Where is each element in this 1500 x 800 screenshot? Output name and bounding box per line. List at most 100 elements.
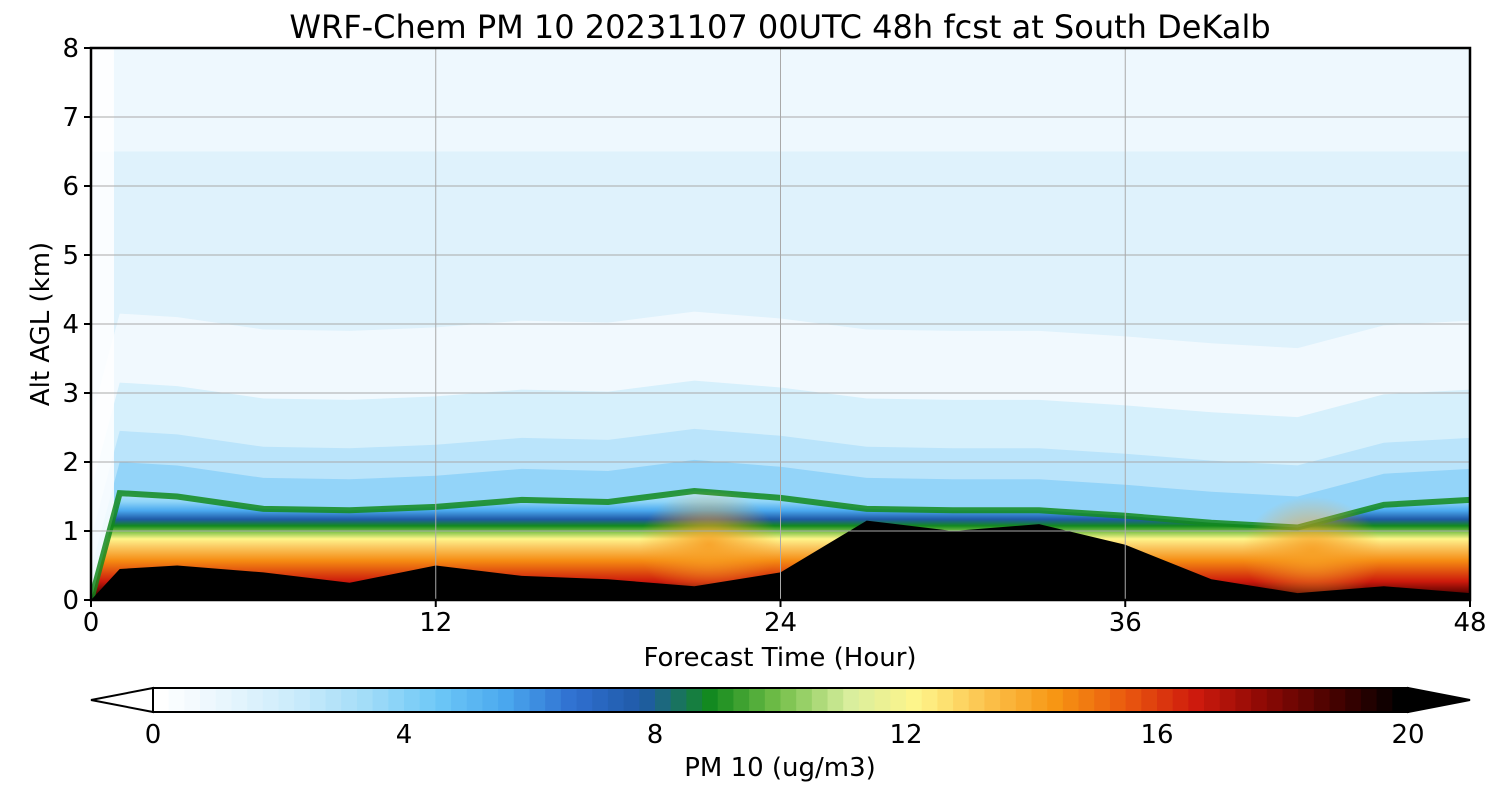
colorbar-segment	[1376, 688, 1393, 712]
colorbar-segment	[404, 688, 421, 712]
colorbar-segment	[1266, 688, 1284, 712]
colorbar-segment	[1329, 688, 1346, 712]
x-axis: 0 12 24 36 48	[83, 600, 1487, 638]
y-tick-label: 1	[62, 517, 79, 547]
colorbar-segment	[1109, 688, 1127, 712]
colorbar-extend-min	[90, 686, 154, 714]
colorbar-segment	[1157, 688, 1174, 712]
colorbar-segment	[1392, 688, 1409, 712]
x-tick-label: 0	[83, 608, 100, 638]
colorbar-segment	[247, 688, 264, 712]
colorbar-segment	[388, 688, 405, 712]
y-tick-label: 7	[62, 103, 79, 133]
colorbar-frame	[152, 687, 1409, 713]
colorbar-segment	[906, 688, 923, 712]
colorbar-segment	[200, 688, 217, 712]
colorbar-segment	[1062, 688, 1080, 712]
colorbar-segment	[1219, 688, 1237, 712]
y-tick-label: 6	[62, 172, 79, 202]
colorbar-segment	[1204, 688, 1221, 712]
y-tick-label: 8	[62, 34, 79, 64]
colorbar-segment	[451, 688, 468, 712]
colorbar-segment	[1094, 688, 1111, 712]
colorbar-segment	[1251, 688, 1268, 712]
colorbar-segment	[1298, 688, 1315, 712]
colorbar-segment	[372, 688, 389, 712]
colorbar-segment	[953, 688, 970, 712]
colorbar-segment	[1188, 688, 1205, 712]
colorbar-segment	[435, 688, 452, 712]
colorbar-segment	[1313, 688, 1331, 712]
colorbar-tick-label: 4	[396, 720, 413, 750]
colorbar-segment	[1125, 688, 1142, 712]
colorbar-segment	[419, 688, 436, 712]
colorbar-segment	[153, 688, 170, 712]
colorbar-segment	[968, 688, 986, 712]
colorbar-segment	[294, 688, 311, 712]
colorbar-segment	[623, 688, 640, 712]
colorbar-segment	[1172, 688, 1189, 712]
y-axis: 0 1 2 3 4 5 6 7 8	[62, 34, 91, 616]
colorbar-segment	[184, 688, 201, 712]
colorbar-segment	[639, 688, 656, 712]
colorbar-segment	[560, 688, 578, 712]
colorbar-tick-label: 0	[145, 720, 162, 750]
colorbar-segment	[482, 688, 499, 712]
hotspots	[638, 489, 1382, 600]
y-axis-label: Alt AGL (km)	[26, 242, 56, 406]
colorbar-tick-label: 16	[1140, 720, 1173, 750]
colorbar-segment	[1000, 688, 1017, 712]
colorbar	[153, 688, 1409, 712]
x-tick-label: 48	[1453, 608, 1486, 638]
chart-title: WRF-Chem PM 10 20231107 00UTC 48h fcst a…	[289, 8, 1270, 46]
colorbar-segment	[498, 688, 515, 712]
x-axis-label: Forecast Time (Hour)	[643, 643, 916, 673]
colorbar-segment	[356, 688, 374, 712]
colorbar-segment	[529, 688, 546, 712]
colorbar-segment	[655, 688, 672, 712]
colorbar-segment	[1031, 688, 1048, 712]
colorbar-segment	[592, 688, 609, 712]
colorbar-segment	[576, 688, 593, 712]
colorbar-segment	[686, 688, 703, 712]
y-tick-label: 4	[62, 310, 79, 340]
colorbar-segment	[1141, 688, 1158, 712]
x-tick-label: 36	[1109, 608, 1142, 638]
colorbar-segment	[1047, 688, 1064, 712]
colorbar-segment	[231, 688, 248, 712]
colorbar-segment	[1360, 688, 1378, 712]
colorbar-ticks: 0 4 8 12 16 20	[145, 720, 1425, 750]
boundary-layer-edge	[91, 487, 1470, 600]
colorbar-segment	[780, 688, 797, 712]
hotspot-1	[1242, 496, 1382, 600]
y-tick-label: 5	[62, 241, 79, 271]
colorbar-segment	[670, 688, 687, 712]
colorbar-segment	[749, 688, 766, 712]
colorbar-segment	[717, 688, 735, 712]
colorbar-segment	[874, 688, 891, 712]
y-tick-label: 0	[62, 586, 79, 616]
colorbar-segment	[1015, 688, 1033, 712]
colorbar-extend-max	[1407, 686, 1471, 714]
colorbar-tick-label: 20	[1391, 720, 1424, 750]
colorbar-segment	[215, 688, 233, 712]
colorbar-segment	[764, 688, 782, 712]
y-tick-label: 3	[62, 379, 79, 409]
colorbar-segment	[309, 688, 327, 712]
colorbar-segment	[1282, 688, 1299, 712]
colorbar-segment	[1078, 688, 1095, 712]
colorbar-segment	[325, 688, 342, 712]
colorbar-segment	[545, 688, 562, 712]
colorbar-segment	[890, 688, 907, 712]
colorbar-segment	[921, 688, 938, 712]
colorbar-segment	[1235, 688, 1252, 712]
x-tick-label: 12	[419, 608, 452, 638]
colorbar-segment	[733, 688, 750, 712]
colorbar-segment	[811, 688, 829, 712]
colorbar-segment	[843, 688, 860, 712]
y-tick-label: 2	[62, 448, 79, 478]
colorbar-segment	[984, 688, 1001, 712]
colorbar-segment	[702, 688, 719, 712]
colorbar-segment	[1345, 688, 1362, 712]
